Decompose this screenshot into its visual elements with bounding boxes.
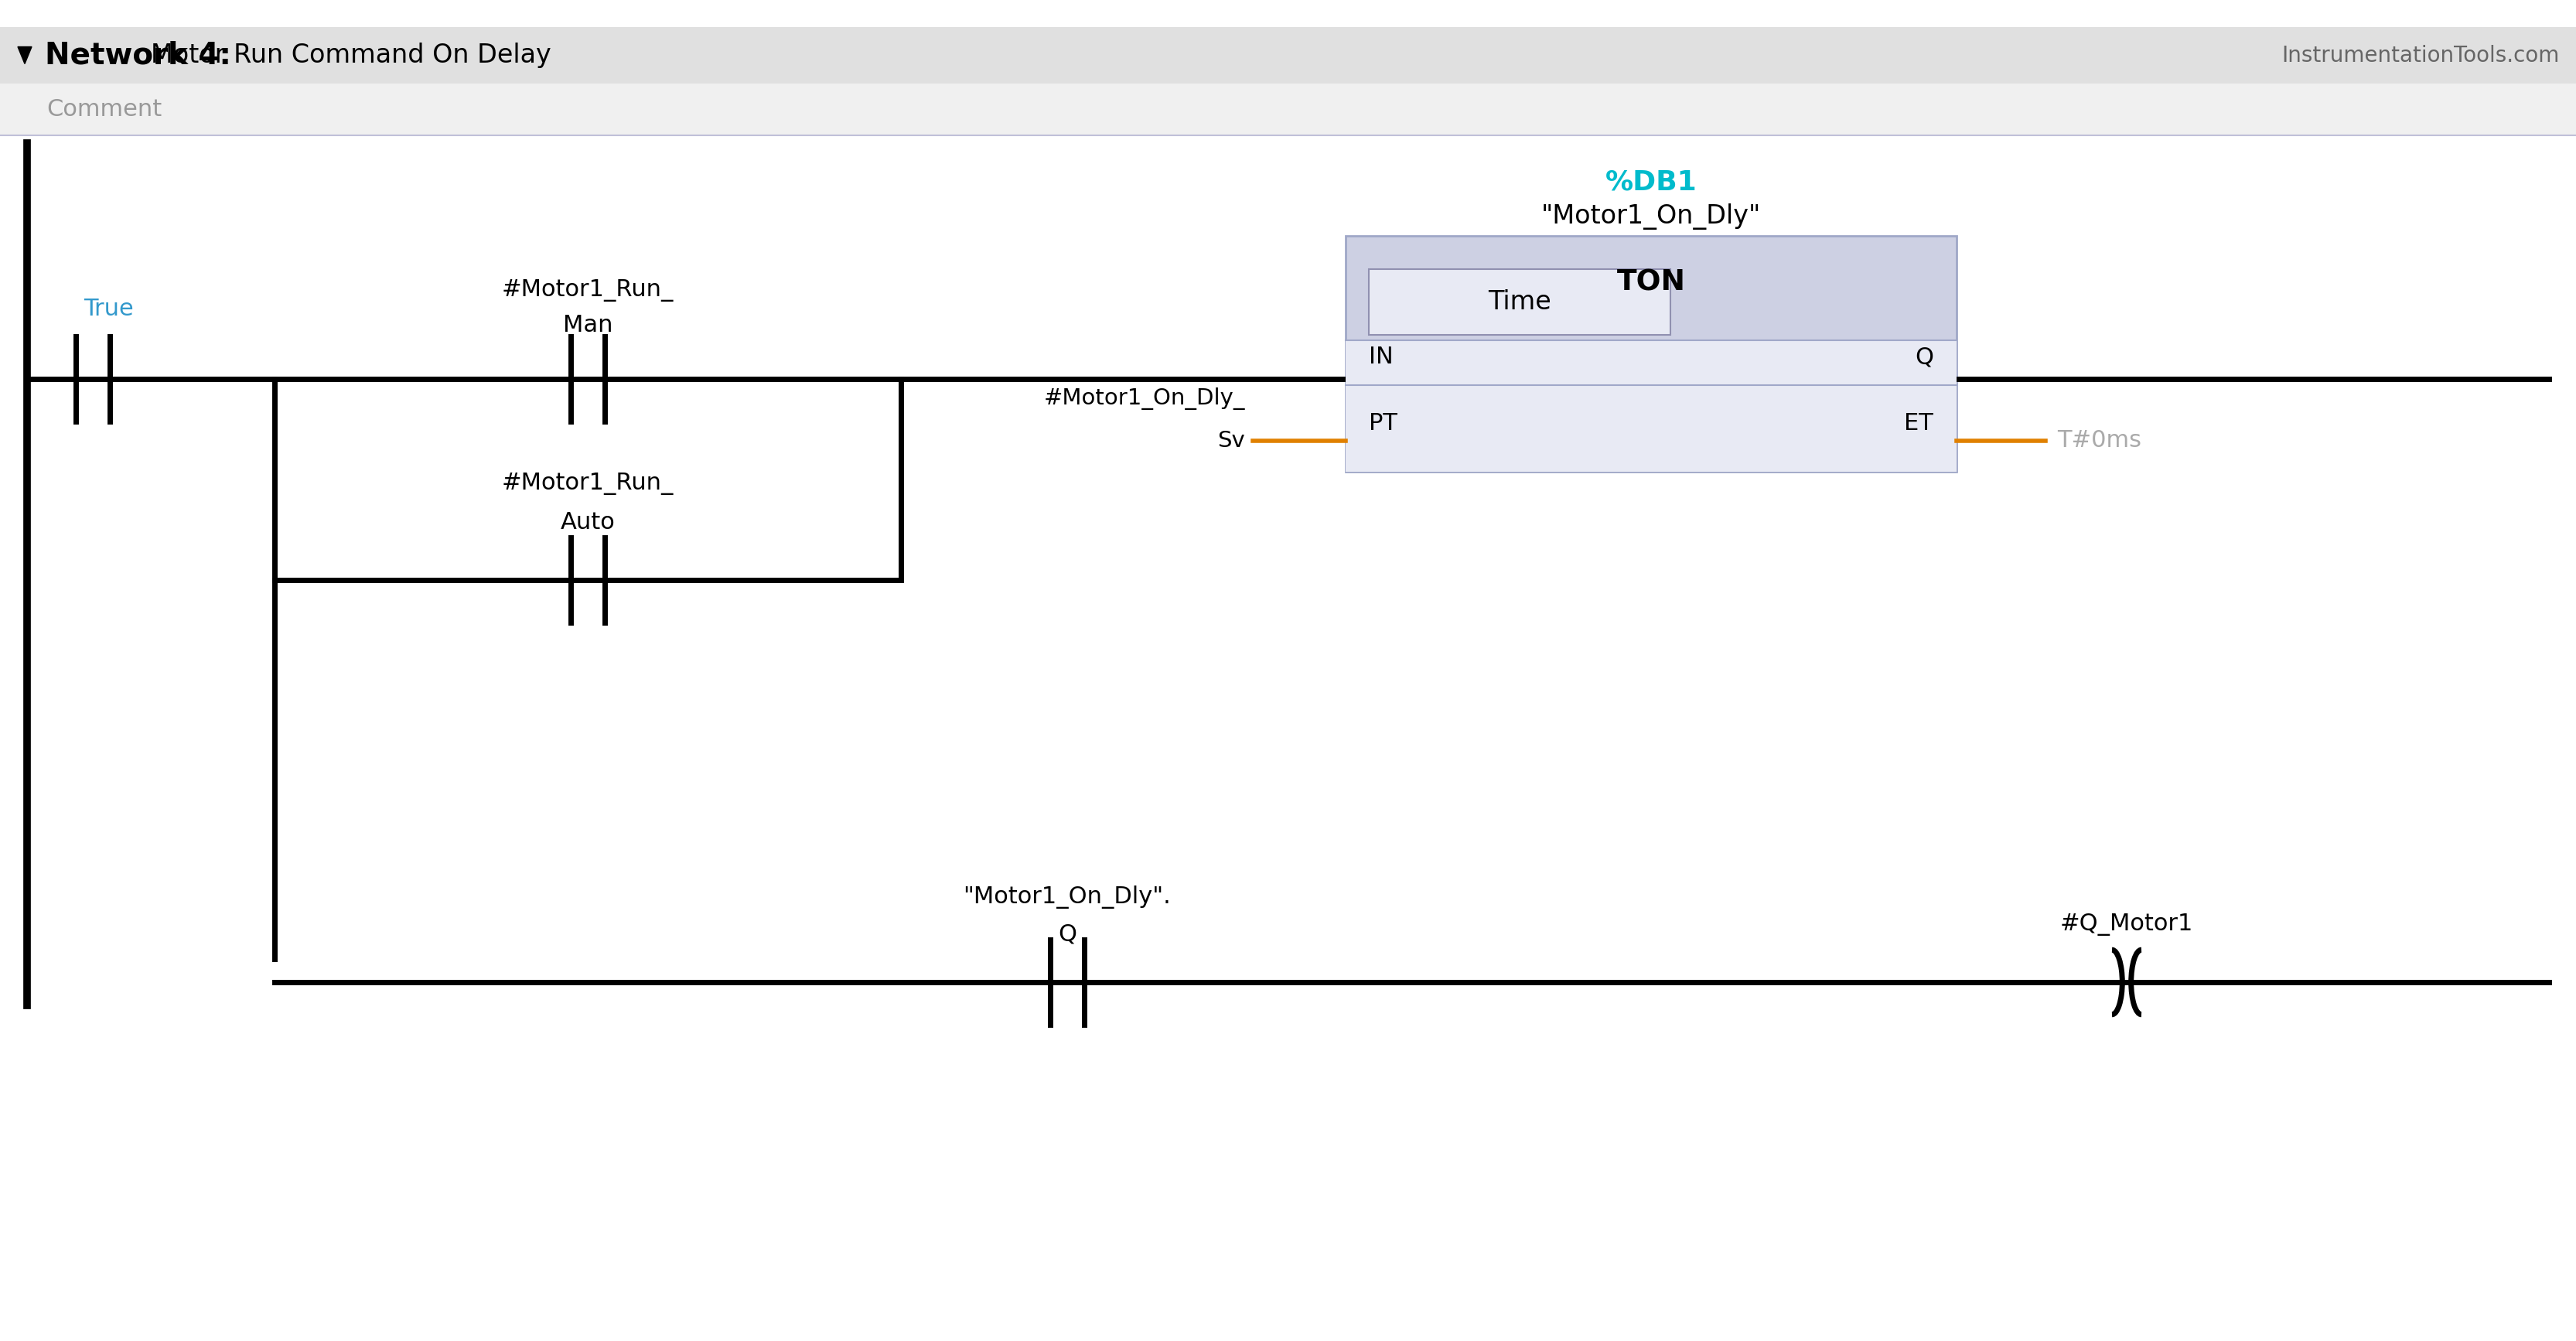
- Text: Comment: Comment: [46, 98, 162, 121]
- Bar: [0, 27, 2576, 83]
- Text: PT: PT: [1368, 413, 1396, 434]
- Bar: [0, 0, 2576, 27]
- Text: Man: Man: [562, 314, 613, 337]
- Text: Motor Run Command On Delay: Motor Run Command On Delay: [152, 43, 551, 68]
- Text: Sv: Sv: [1218, 430, 1244, 452]
- Text: Q: Q: [1059, 923, 1077, 945]
- Text: InstrumentationTools.com: InstrumentationTools.com: [2282, 44, 2561, 66]
- Text: #Motor1_Run_: #Motor1_Run_: [502, 279, 675, 302]
- Bar: [1345, 341, 1958, 472]
- Text: %DB1: %DB1: [1605, 169, 1698, 194]
- Text: ET: ET: [1904, 413, 1935, 434]
- Text: TON: TON: [1618, 268, 1685, 296]
- Bar: [0, 83, 2576, 135]
- Text: Time: Time: [1489, 290, 1551, 315]
- Text: "Motor1_On_Dly".: "Motor1_On_Dly".: [963, 885, 1172, 909]
- Text: #Q_Motor1: #Q_Motor1: [2061, 913, 2192, 936]
- Bar: [1345, 236, 1958, 472]
- Text: IN: IN: [1368, 346, 1394, 369]
- Text: True: True: [82, 298, 134, 320]
- Text: "Motor1_On_Dly": "Motor1_On_Dly": [1540, 204, 1762, 229]
- Text: #Motor1_Run_: #Motor1_Run_: [502, 472, 675, 495]
- Text: Auto: Auto: [562, 511, 616, 534]
- Bar: [1368, 270, 1669, 335]
- Text: T#0ms: T#0ms: [2058, 429, 2141, 452]
- Text: #Motor1_On_Dly_: #Motor1_On_Dly_: [1043, 388, 1244, 410]
- Text: Q: Q: [1914, 346, 1935, 369]
- Polygon shape: [18, 47, 31, 64]
- Text: Network 4:: Network 4:: [44, 40, 232, 70]
